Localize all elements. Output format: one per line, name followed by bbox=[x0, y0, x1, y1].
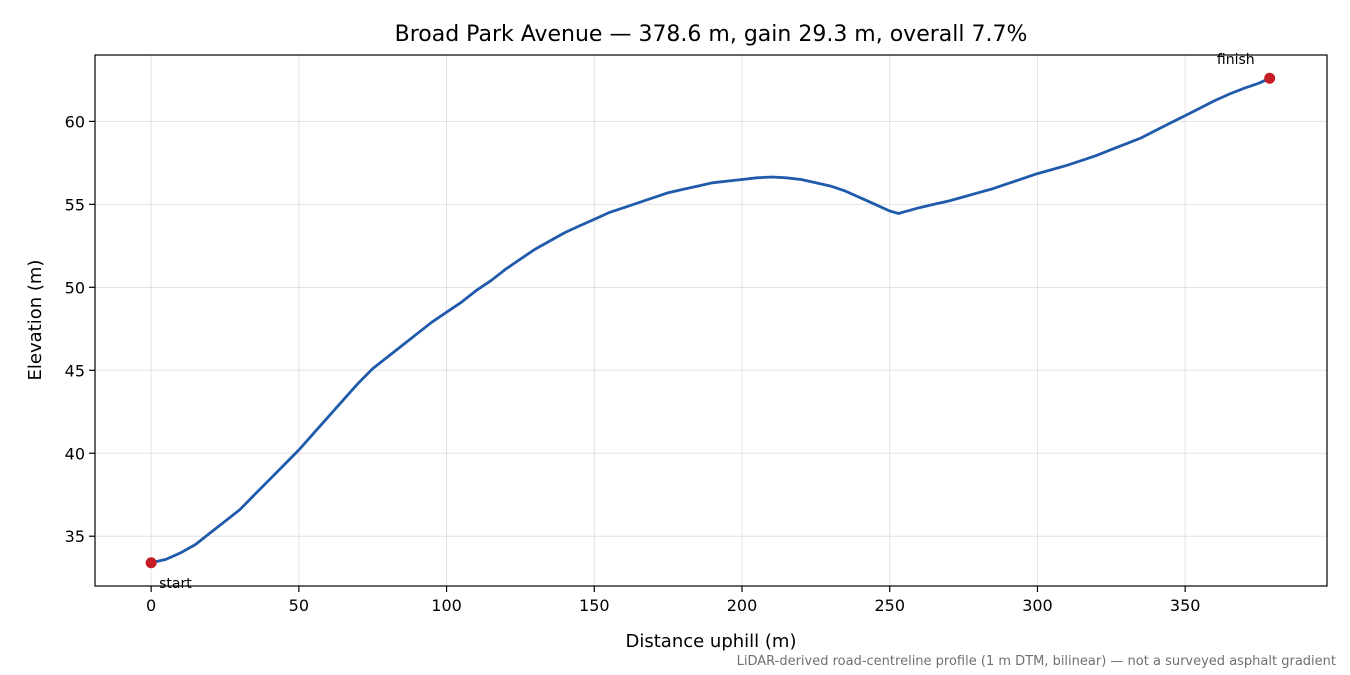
x-tick-label: 300 bbox=[1022, 596, 1053, 615]
y-tick-label: 40 bbox=[65, 444, 85, 463]
start-marker bbox=[145, 557, 157, 569]
finish-marker bbox=[1264, 72, 1276, 84]
grid bbox=[95, 55, 1327, 586]
x-tick-label: 350 bbox=[1170, 596, 1201, 615]
axis-ticks: 0 50 100 150 200 250 300 350 35 40 45 50 55 60 bbox=[65, 112, 1201, 615]
finish-label: finish bbox=[1217, 52, 1255, 68]
start-label: start bbox=[159, 576, 192, 592]
chart-caption: LiDAR-derived road-centreline profile (1… bbox=[737, 654, 1336, 669]
x-tick-label: 0 bbox=[146, 596, 156, 615]
x-tick-label: 200 bbox=[727, 596, 758, 615]
y-tick-label: 60 bbox=[65, 112, 85, 131]
y-axis-label: Elevation (m) bbox=[25, 260, 46, 381]
y-tick-label: 45 bbox=[65, 361, 85, 380]
series-layer bbox=[149, 76, 1272, 565]
x-tick-label: 100 bbox=[431, 596, 462, 615]
x-tick-label: 50 bbox=[289, 596, 309, 615]
x-axis-label: Distance uphill (m) bbox=[626, 631, 797, 652]
x-tick-label: 150 bbox=[579, 596, 610, 615]
y-tick-label: 35 bbox=[65, 527, 85, 546]
y-tick-label: 55 bbox=[65, 195, 85, 214]
plot-frame bbox=[94, 54, 1328, 587]
y-tick-label: 50 bbox=[65, 278, 85, 297]
chart-title: Broad Park Avenue — 378.6 m, gain 29.3 m… bbox=[395, 22, 1028, 47]
x-tick-label: 250 bbox=[874, 596, 905, 615]
elevation-line bbox=[149, 76, 1272, 565]
endpoint-markers: start finish bbox=[145, 52, 1276, 592]
